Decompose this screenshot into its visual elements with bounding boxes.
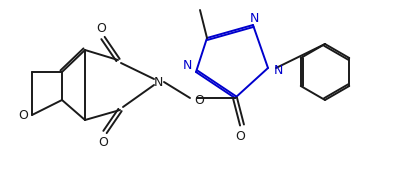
Text: O: O xyxy=(98,135,108,148)
Text: N: N xyxy=(273,63,282,76)
Text: N: N xyxy=(153,76,163,89)
Text: O: O xyxy=(235,131,245,144)
Text: O: O xyxy=(18,108,28,121)
Text: N: N xyxy=(182,59,192,71)
Text: O: O xyxy=(194,94,204,107)
Text: N: N xyxy=(249,12,259,25)
Text: O: O xyxy=(96,22,106,34)
